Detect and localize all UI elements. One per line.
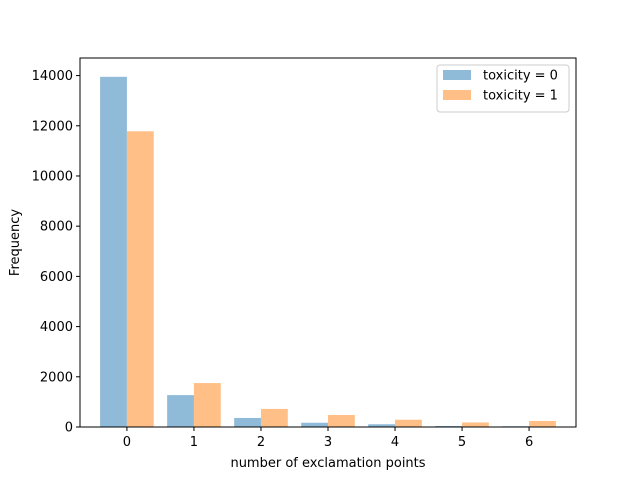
x-tick-label: 4 (391, 435, 399, 450)
bar-series-1-2 (260, 408, 288, 427)
legend-label-0: toxicity = 0 (483, 69, 558, 84)
y-tick-label: 0 (65, 421, 73, 436)
bars-layer (100, 76, 556, 427)
legend-swatch-1 (443, 90, 471, 100)
plot-frame (79, 57, 577, 428)
x-tick-label: 2 (257, 435, 265, 450)
y-tick-label: 14000 (32, 69, 73, 84)
bar-series-1-3 (328, 414, 355, 427)
bar-series-0-1 (167, 395, 194, 427)
x-tick-label: 0 (123, 435, 131, 450)
x-tick-label: 6 (525, 435, 533, 450)
bar-series-1-5 (462, 422, 489, 427)
bar-series-0-3 (301, 422, 328, 427)
bar-series-1-1 (193, 383, 221, 427)
y-tick-label: 10000 (32, 169, 73, 184)
y-tick-label: 8000 (40, 220, 73, 235)
y-tick-label: 6000 (40, 270, 73, 285)
x-tick-label: 5 (458, 435, 466, 450)
x-axis-label: number of exclamation points (230, 456, 425, 471)
legend-label-1: toxicity = 1 (483, 89, 558, 104)
x-axis-ticks: 0 1 2 3 4 5 6 (123, 427, 533, 450)
bar-series-0-0 (100, 76, 127, 427)
bar-series-0-2 (234, 417, 261, 427)
bar-series-1-4 (395, 419, 422, 427)
bar-series-0-4 (368, 424, 396, 427)
bar-series-0-5 (435, 425, 463, 427)
x-tick-label: 1 (190, 435, 198, 450)
x-tick-label: 3 (324, 435, 332, 450)
bar-series-1-0 (126, 131, 154, 427)
y-tick-label: 12000 (32, 119, 73, 134)
legend-swatch-0 (443, 70, 471, 80)
bar-series-1-6 (529, 420, 556, 427)
y-tick-label: 2000 (40, 370, 73, 385)
legend: toxicity = 0 toxicity = 1 (436, 64, 570, 113)
y-tick-label: 4000 (40, 320, 73, 335)
y-axis-ticks: 0 2000 4000 6000 8000 10000 12000 14000 (32, 69, 80, 436)
y-axis-label: Frequency (8, 209, 23, 276)
